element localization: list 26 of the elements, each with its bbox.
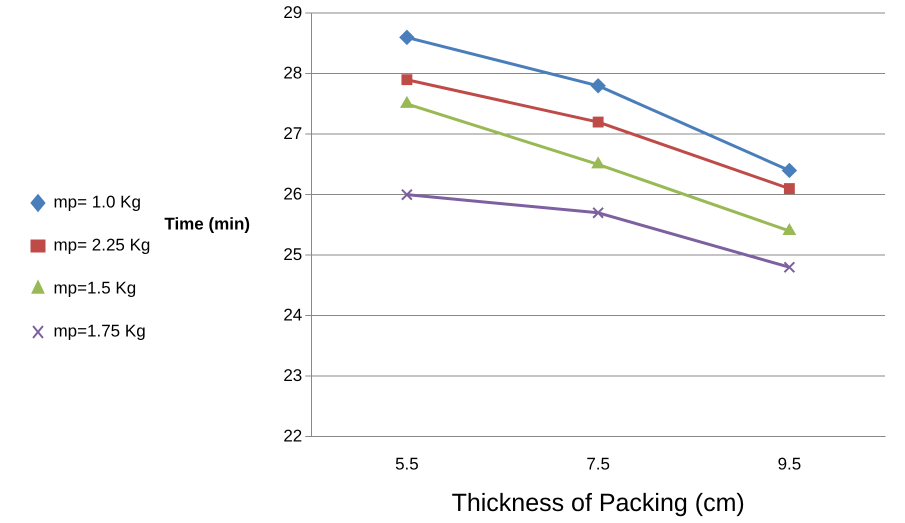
point xyxy=(401,74,412,86)
legend-label: mp= 2.25 Kg xyxy=(54,236,150,255)
legend-label: mp= 1.0 Kg xyxy=(54,192,141,212)
y-tick-label: 23 xyxy=(283,366,302,385)
y-tick-label: 27 xyxy=(283,124,302,143)
y-tick-label: 25 xyxy=(283,244,302,264)
y-tick-label: 22 xyxy=(283,426,302,446)
point xyxy=(783,261,796,274)
point xyxy=(399,30,414,45)
legend-label: mp=1.5 Kg xyxy=(54,278,136,298)
point xyxy=(784,183,795,194)
x-tick-label: 7.5 xyxy=(586,454,610,474)
point xyxy=(400,188,413,201)
y-axis-title: Time (min) xyxy=(164,214,250,234)
x-tick-label: 5.5 xyxy=(395,454,419,474)
y-tick-label: 28 xyxy=(283,63,302,82)
y-tick-label: 24 xyxy=(283,305,302,324)
x-tick-label: 9.5 xyxy=(778,454,802,474)
y-tick-label: 29 xyxy=(283,2,302,22)
point xyxy=(782,162,797,178)
point xyxy=(590,78,606,94)
point xyxy=(592,116,604,128)
x-axis-title: Thickness of Packing (cm) xyxy=(452,488,745,517)
point xyxy=(592,206,604,219)
y-tick-label: 26 xyxy=(283,184,302,204)
legend-label: mp=1.75 Kg xyxy=(54,322,146,341)
